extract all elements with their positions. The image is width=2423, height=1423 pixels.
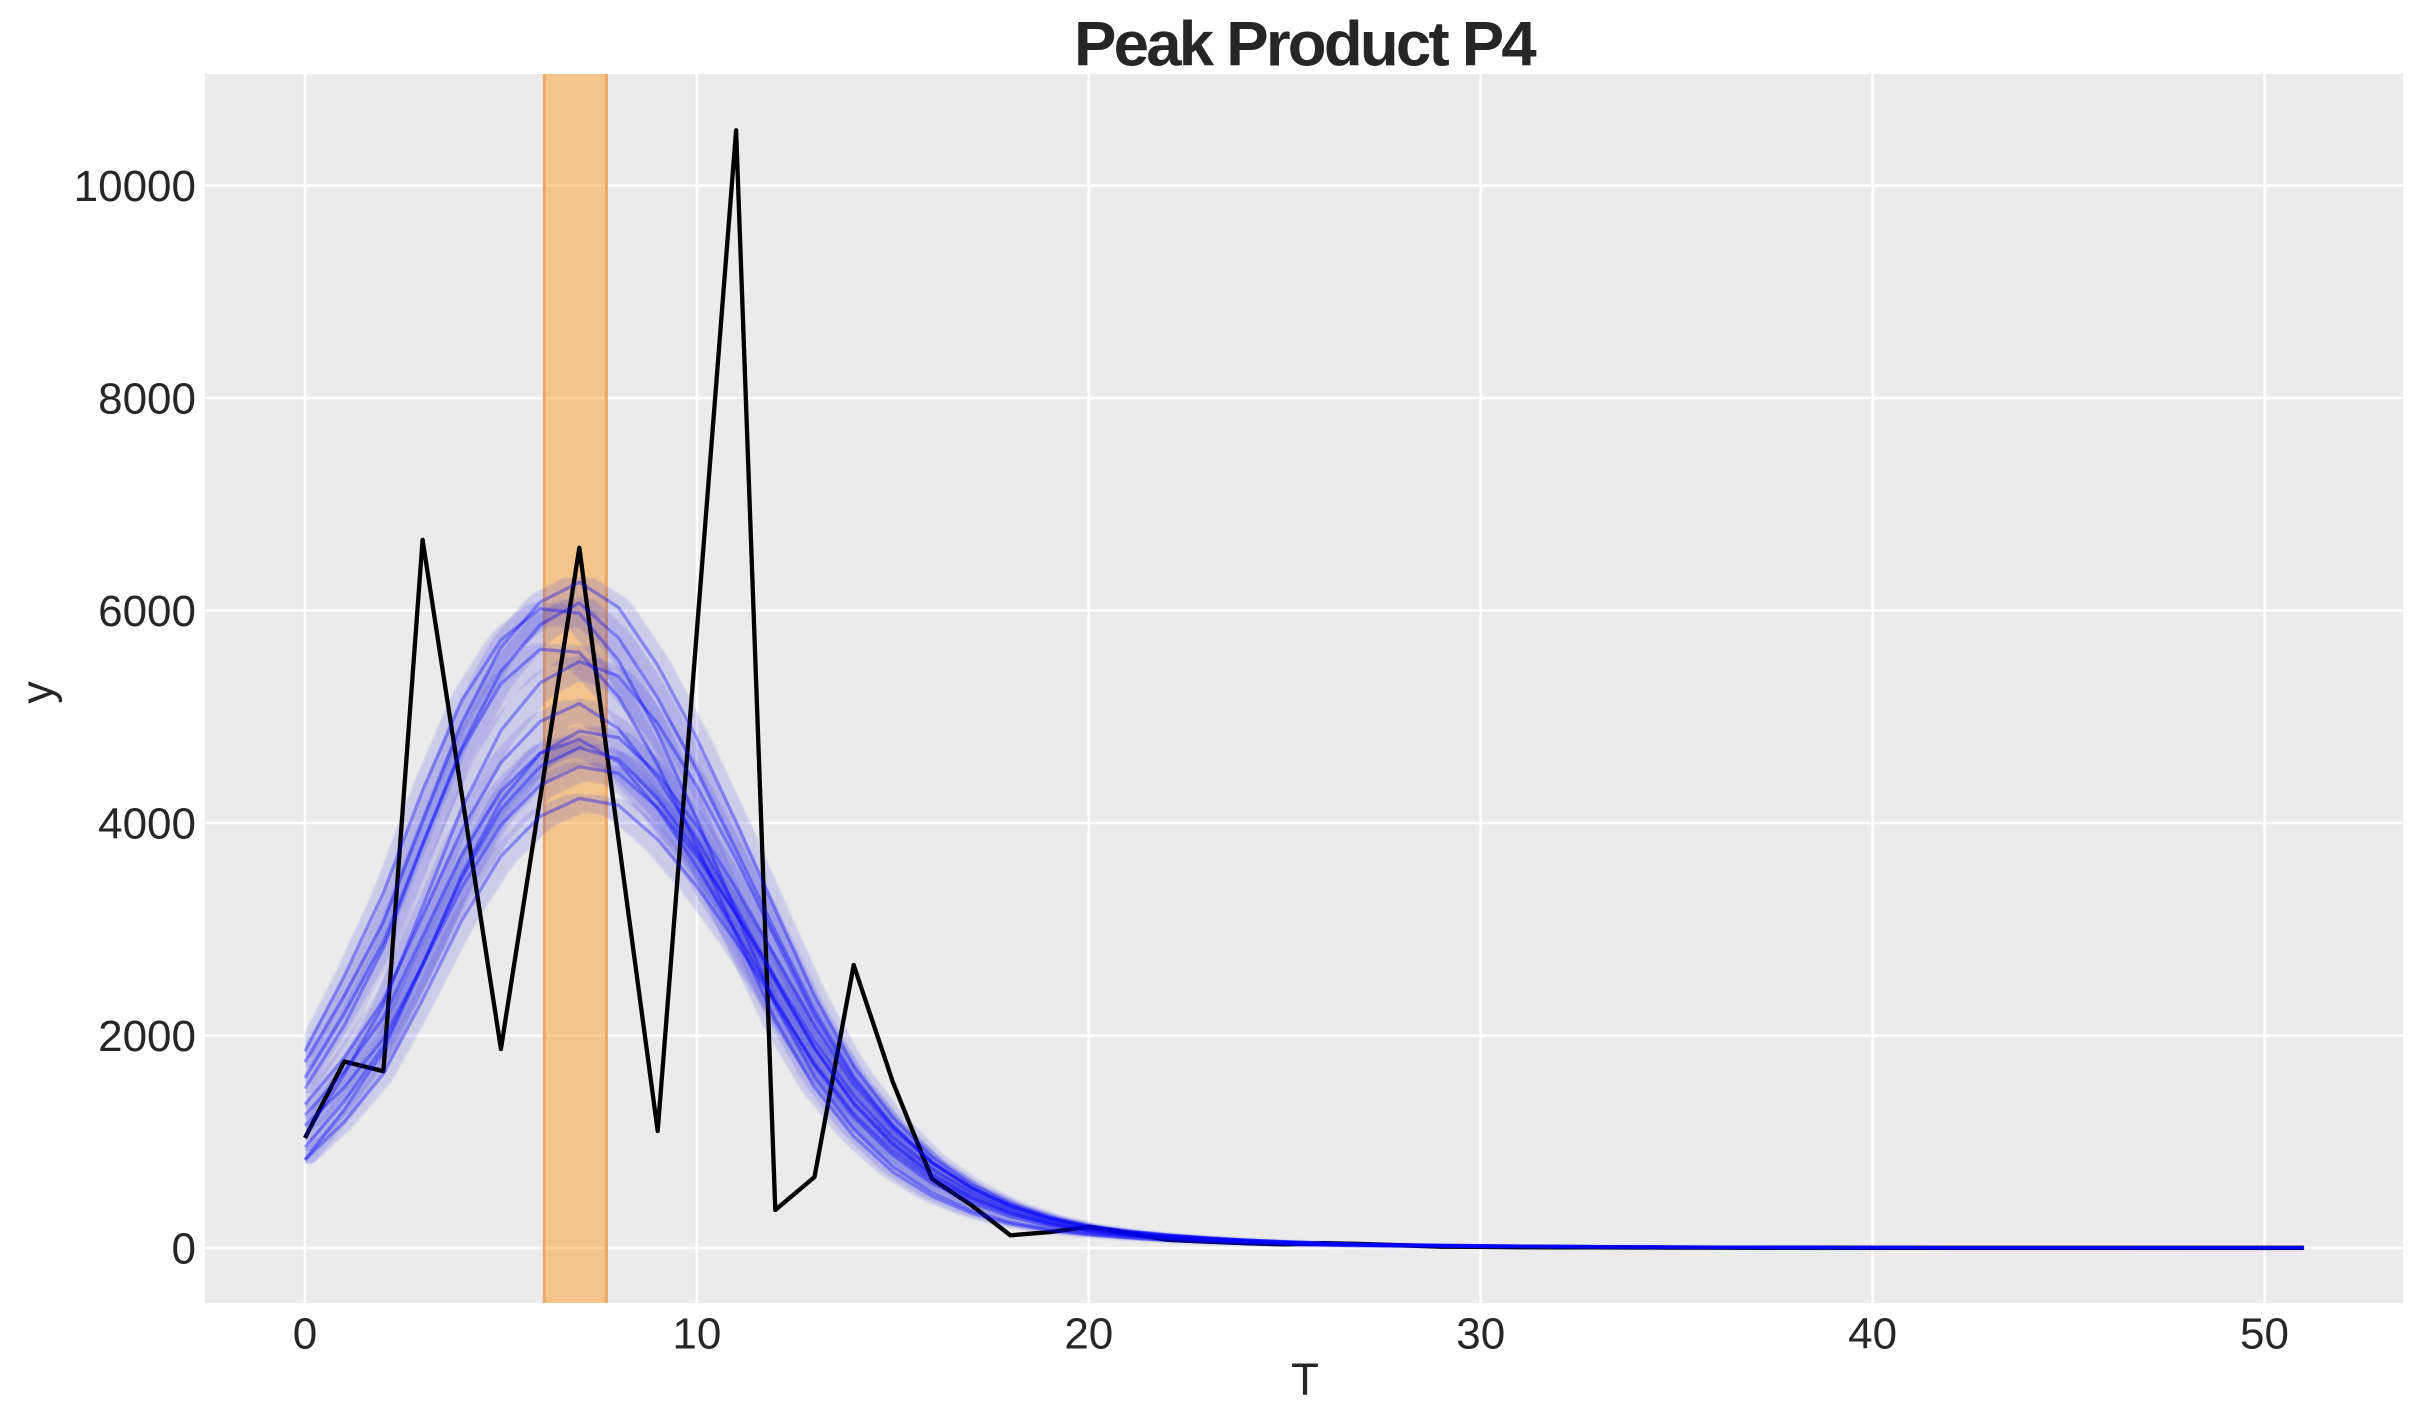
svg-text:6000: 6000 <box>98 587 196 636</box>
svg-text:4000: 4000 <box>98 800 196 849</box>
svg-text:20: 20 <box>1064 1310 1113 1359</box>
svg-text:8000: 8000 <box>98 375 196 424</box>
svg-text:Peak Product P4: Peak Product P4 <box>1074 9 1536 79</box>
svg-text:y: y <box>12 681 63 704</box>
svg-text:10000: 10000 <box>74 162 196 211</box>
svg-text:40: 40 <box>1848 1310 1897 1359</box>
svg-text:T: T <box>1291 1354 1319 1405</box>
svg-text:0: 0 <box>172 1225 196 1274</box>
svg-text:2000: 2000 <box>98 1012 196 1061</box>
svg-text:0: 0 <box>293 1310 317 1359</box>
svg-text:10: 10 <box>672 1310 721 1359</box>
svg-text:50: 50 <box>2240 1310 2289 1359</box>
svg-text:30: 30 <box>1456 1310 1505 1359</box>
